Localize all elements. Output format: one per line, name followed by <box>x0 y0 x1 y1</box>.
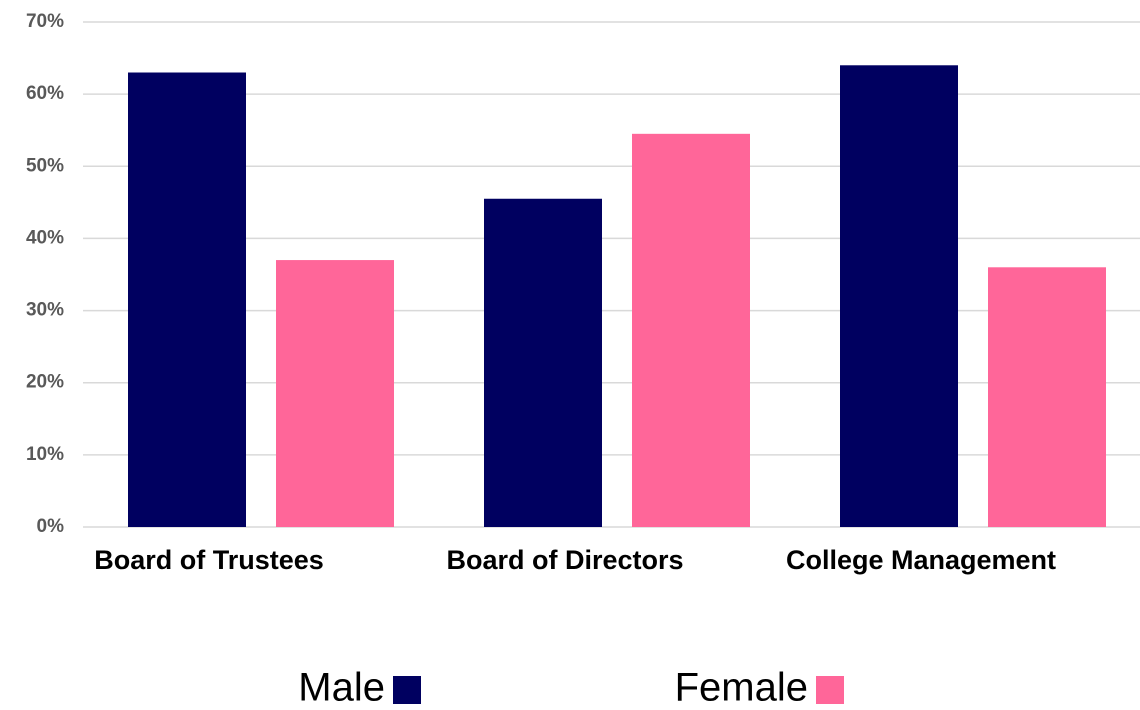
x-tick-label: Board of Directors <box>446 545 683 575</box>
bar <box>276 260 394 527</box>
x-tick-label: Board of Trustees <box>94 545 324 575</box>
legend-swatch <box>393 676 421 704</box>
bar <box>632 133 750 528</box>
legend-label: Female <box>675 666 808 710</box>
y-tick-label: 10% <box>26 444 64 465</box>
legend-swatch <box>816 676 844 704</box>
bar <box>484 198 602 527</box>
bar <box>840 65 958 528</box>
y-tick-label: 20% <box>26 372 64 393</box>
y-tick-label: 60% <box>26 83 64 104</box>
legend-label: Male <box>298 666 385 710</box>
y-tick-label: 70% <box>26 11 64 32</box>
y-tick-label: 0% <box>37 516 65 537</box>
bar <box>128 72 246 527</box>
bar <box>988 267 1106 527</box>
y-tick-label: 50% <box>26 155 64 176</box>
y-tick-label: 40% <box>26 227 64 248</box>
x-tick-label: College Management <box>786 545 1056 575</box>
y-tick-label: 30% <box>26 300 64 321</box>
